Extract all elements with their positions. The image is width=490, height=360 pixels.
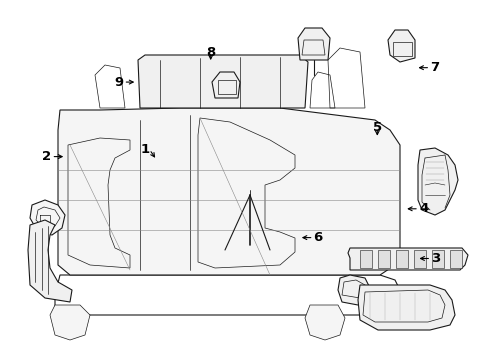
- Polygon shape: [432, 250, 444, 268]
- Polygon shape: [450, 250, 462, 268]
- Polygon shape: [360, 250, 372, 268]
- Text: 1: 1: [140, 143, 149, 156]
- Polygon shape: [396, 250, 408, 268]
- Polygon shape: [298, 28, 330, 60]
- Text: 5: 5: [373, 121, 382, 134]
- Text: 8: 8: [206, 46, 215, 59]
- Polygon shape: [414, 250, 426, 268]
- Polygon shape: [305, 305, 345, 340]
- Text: 7: 7: [430, 61, 440, 74]
- Polygon shape: [212, 72, 240, 98]
- Polygon shape: [50, 305, 90, 340]
- Text: 4: 4: [419, 202, 428, 215]
- Polygon shape: [338, 275, 370, 305]
- Text: 2: 2: [42, 150, 51, 163]
- Text: 6: 6: [314, 231, 323, 244]
- Ellipse shape: [247, 188, 252, 192]
- Polygon shape: [418, 148, 458, 215]
- Polygon shape: [378, 250, 390, 268]
- Polygon shape: [30, 200, 65, 235]
- Polygon shape: [358, 285, 455, 330]
- Polygon shape: [388, 30, 415, 62]
- Text: 3: 3: [431, 252, 441, 265]
- Polygon shape: [348, 248, 468, 270]
- Polygon shape: [138, 55, 308, 108]
- Polygon shape: [58, 108, 400, 275]
- Text: 9: 9: [114, 76, 123, 89]
- Polygon shape: [28, 220, 72, 302]
